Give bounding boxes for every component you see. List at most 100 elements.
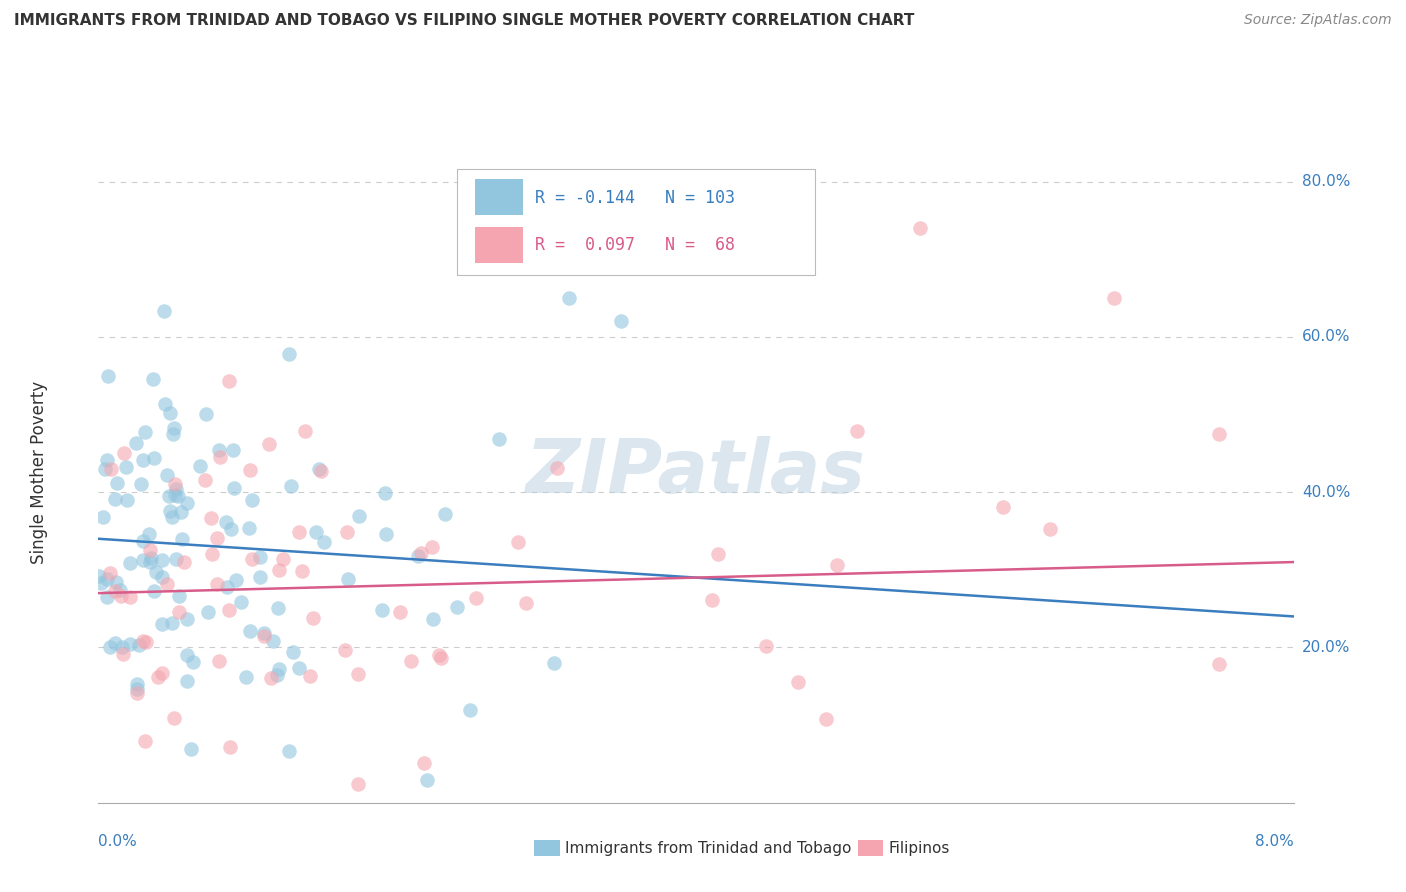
Point [1039,522,1062,536]
Point [107,475,129,490]
Point [170,532,193,546]
Text: 20.0%: 20.0% [1302,640,1350,655]
Point [253,629,276,643]
Point [176,648,198,662]
Text: 60.0%: 60.0% [1302,329,1350,344]
Point [165,482,187,496]
Point [335,524,357,539]
Point [610,314,633,328]
Point [427,648,450,662]
Point [515,596,537,610]
Point [349,508,371,523]
FancyBboxPatch shape [457,169,815,275]
Point [488,432,510,446]
Point [755,639,778,653]
Point [543,656,565,670]
Point [1102,291,1125,305]
Point [163,711,186,725]
Point [188,459,211,474]
Point [167,590,190,604]
Point [94,462,117,476]
Point [98,566,121,580]
Point [389,605,412,619]
Point [707,547,730,561]
Point [129,477,152,491]
Point [145,566,167,580]
Point [153,304,176,318]
Text: Source: ZipAtlas.com: Source: ZipAtlas.com [1244,13,1392,28]
Point [908,221,931,235]
Point [160,616,183,631]
Point [253,626,276,640]
Point [222,443,245,458]
Point [134,425,156,439]
Point [991,500,1014,514]
Point [239,624,262,638]
Point [128,638,150,652]
Point [104,583,127,598]
Text: Single Mother Poverty: Single Mother Poverty [30,381,48,565]
Point [112,446,135,460]
Point [125,681,148,696]
Point [291,564,314,578]
Point [112,647,135,661]
Text: Filipinos: Filipinos [889,841,950,855]
Point [277,346,299,360]
Point [159,406,181,420]
Point [176,674,198,689]
Point [200,511,222,525]
Point [287,661,309,675]
Point [700,593,723,607]
Point [104,636,127,650]
Point [347,777,370,791]
Point [207,531,229,545]
Point [146,670,169,684]
Point [546,460,568,475]
Point [159,504,181,518]
Text: 0.0%: 0.0% [98,834,138,849]
Point [416,772,439,787]
Text: 8.0%: 8.0% [1254,834,1294,849]
Point [152,570,174,584]
Point [96,590,118,604]
Point [429,651,451,665]
Point [201,547,224,561]
Point [259,437,281,451]
Point [93,510,115,524]
Point [1208,427,1230,442]
Point [142,450,165,465]
Point [346,666,368,681]
Bar [475,179,523,215]
Point [197,605,219,619]
Point [165,552,187,566]
Point [104,491,127,506]
Point [156,577,179,591]
Point [787,674,810,689]
Point [97,368,120,383]
Point [139,555,162,569]
Point [114,459,136,474]
Point [333,643,356,657]
Point [299,668,322,682]
Bar [475,227,523,263]
Text: Immigrants from Trinidad and Tobago: Immigrants from Trinidad and Tobago [565,841,852,855]
Point [131,453,153,467]
Point [176,612,198,626]
Point [173,555,195,569]
Point [458,703,481,717]
Point [434,507,457,521]
Point [399,654,422,668]
Point [110,589,132,603]
Point [267,563,290,577]
Point [163,477,186,491]
Point [215,515,238,529]
Point [1208,657,1230,671]
Point [105,574,128,589]
Point [249,550,271,565]
Point [207,654,229,668]
Point [242,552,264,566]
Point [249,570,271,584]
Point [135,635,157,649]
Point [115,492,138,507]
Point [825,558,848,572]
